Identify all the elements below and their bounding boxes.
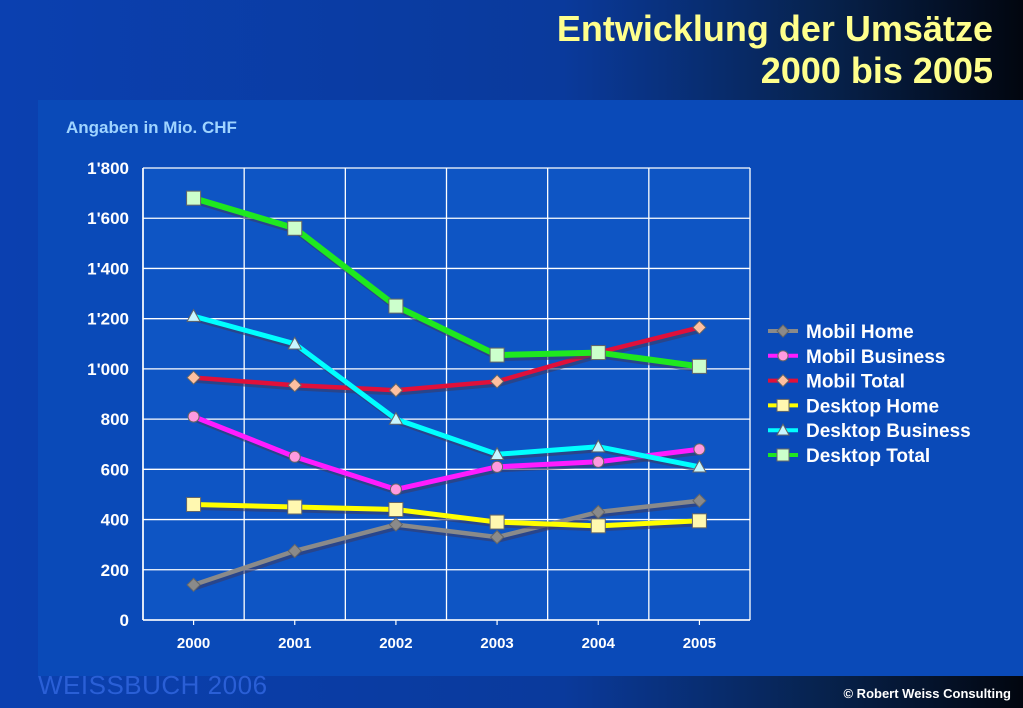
slide-title: Entwicklung der Umsätze 2000 bis 2005	[557, 8, 993, 92]
legend-label-desktop-business: Desktop Business	[806, 421, 971, 442]
data-point-mobil-business	[187, 410, 200, 423]
data-point-desktop-business	[489, 446, 505, 460]
y-tick-label: 1'200	[87, 310, 129, 329]
data-point-desktop-home	[388, 502, 404, 518]
data-point-mobil-total	[489, 374, 505, 389]
data-point-mobil-business	[288, 450, 301, 463]
data-point-desktop-home	[287, 499, 303, 515]
x-tick-label: 2005	[683, 635, 716, 652]
y-tick-label: 1'400	[87, 259, 129, 278]
series-line-mobil-business	[192, 414, 700, 492]
series-line-desktop-total	[192, 195, 700, 370]
data-point-desktop-business	[590, 439, 606, 453]
legend-label-desktop-total: Desktop Total	[806, 446, 930, 467]
series-shadow-mobil-total	[195, 328, 702, 396]
legend-marker-mobil-business	[777, 350, 789, 362]
data-point-desktop-total	[590, 345, 606, 361]
data-point-mobil-business	[491, 460, 504, 473]
title-line-1: Entwicklung der Umsätze	[556, 8, 993, 49]
legend-label-desktop-home: Desktop Home	[806, 396, 939, 417]
y-tick-label: 1'800	[87, 159, 129, 178]
y-tick-label: 800	[101, 410, 129, 429]
data-point-desktop-home	[186, 496, 202, 512]
data-point-mobil-home	[692, 493, 707, 508]
footer-brand: WEISSBUCH 2006	[38, 670, 268, 700]
y-tick-label: 400	[101, 511, 129, 530]
y-tick-label: 200	[101, 561, 129, 580]
legend-marker-desktop-home	[776, 398, 790, 412]
data-point-mobil-home	[388, 517, 404, 532]
data-point-desktop-total	[388, 298, 404, 314]
x-tick-label: 2003	[480, 635, 513, 652]
x-tick-label: 2001	[278, 635, 311, 652]
legend-marker-mobil-home	[776, 324, 790, 338]
data-point-desktop-home	[590, 518, 606, 534]
x-tick-label: 2002	[379, 635, 412, 652]
data-point-desktop-total	[287, 220, 303, 236]
series-line-desktop-home	[193, 501, 700, 529]
data-point-desktop-total	[489, 347, 505, 363]
series-shadow-desktop-home	[195, 504, 702, 532]
data-point-mobil-business	[389, 483, 402, 496]
data-point-mobil-business	[693, 443, 706, 456]
legend-label-mobil-business: Mobil Business	[806, 347, 945, 368]
legend-label-mobil-home: Mobil Home	[806, 322, 914, 343]
data-point-mobil-total	[186, 370, 201, 385]
data-point-mobil-total	[388, 383, 404, 398]
data-point-desktop-business	[692, 459, 707, 473]
legend-marker-mobil-total	[776, 373, 790, 388]
series-line-desktop-business	[192, 313, 700, 470]
data-point-desktop-business	[186, 308, 201, 322]
y-tick-label: 1'000	[87, 360, 129, 379]
y-tick-label: 0	[120, 611, 129, 630]
footer-copyright: © Robert Weiss Consulting	[843, 686, 1011, 701]
legend-label-mobil-total: Mobil Total	[806, 372, 905, 393]
x-tick-label: 2004	[582, 635, 616, 652]
x-tick-label: 2000	[177, 635, 210, 652]
data-point-desktop-total	[186, 190, 202, 206]
data-point-desktop-business	[287, 336, 303, 350]
series-line-mobil-home	[192, 498, 700, 587]
data-point-desktop-total	[691, 358, 707, 374]
data-point-desktop-home	[489, 514, 505, 530]
data-point-mobil-home	[287, 543, 302, 559]
series-line-mobil-total	[193, 325, 700, 393]
y-tick-label: 1'600	[87, 209, 129, 228]
data-point-mobil-total	[692, 320, 707, 335]
data-point-mobil-business	[592, 455, 605, 468]
data-point-desktop-business	[388, 411, 404, 425]
y-tick-label: 600	[101, 460, 129, 479]
title-line-2: 2000 bis 2005	[760, 50, 993, 91]
series-shadow-mobil-home	[194, 501, 702, 590]
data-point-mobil-total	[287, 378, 302, 393]
data-point-desktop-home	[691, 513, 707, 529]
data-point-mobil-home	[489, 529, 505, 545]
chart-subtitle: Angaben in Mio. CHF	[66, 118, 237, 137]
legend-marker-desktop-total	[776, 448, 790, 462]
data-point-mobil-home	[186, 577, 201, 593]
legend-marker-desktop-business	[776, 423, 790, 436]
